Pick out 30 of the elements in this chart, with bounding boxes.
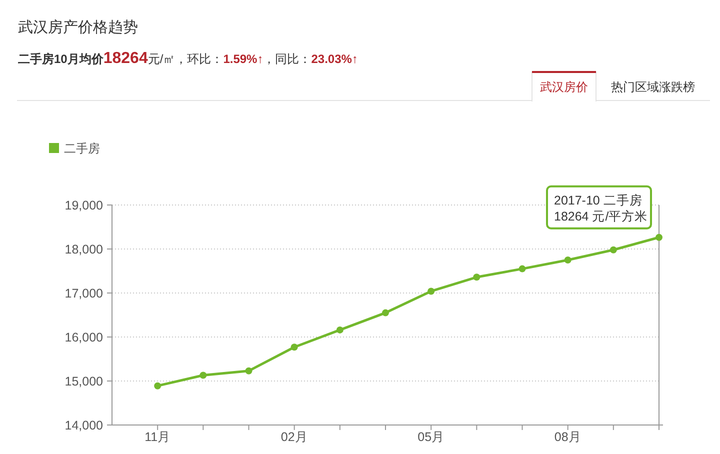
point: [290, 344, 298, 351]
ytick-label: 18,000: [64, 242, 103, 256]
ytick-label: 14,000: [64, 418, 103, 432]
xtick-label: 11月: [144, 430, 171, 444]
tab-label: 武汉房价: [540, 80, 588, 94]
legend-label: 二手房: [64, 142, 100, 156]
xtick-label: 08月: [554, 430, 582, 444]
point: [382, 309, 389, 316]
title: 武汉房产价格趋势: [18, 19, 138, 36]
xtick-label: 05月: [418, 430, 445, 444]
annotation: 2017-10 二手房 18264 元/平方米: [554, 192, 648, 224]
ytick-label: 16,000: [64, 330, 103, 344]
ytick-label: 15,000: [64, 374, 103, 388]
point: [428, 288, 435, 295]
ytick-label: 17,000: [64, 286, 103, 300]
ytick-label: 19,000: [64, 198, 103, 212]
point: [336, 326, 344, 334]
point: [200, 372, 207, 379]
point: [610, 246, 617, 254]
point: [518, 265, 526, 272]
point: [245, 367, 252, 374]
point: [564, 256, 572, 264]
point: [656, 234, 662, 241]
xtick-label: 02月: [280, 430, 308, 444]
tooltip: 2017-10 二手房 18264 元/平方米: [546, 185, 652, 230]
point: [473, 274, 480, 281]
point: [154, 382, 162, 390]
legend-item: 二手房: [49, 142, 100, 156]
subtitle: 二手房10月均价18264元/㎡，环比：1.59%↑，同比：23.03%↑: [18, 50, 358, 67]
tab-label: 热门区域涨跌榜: [610, 80, 695, 94]
